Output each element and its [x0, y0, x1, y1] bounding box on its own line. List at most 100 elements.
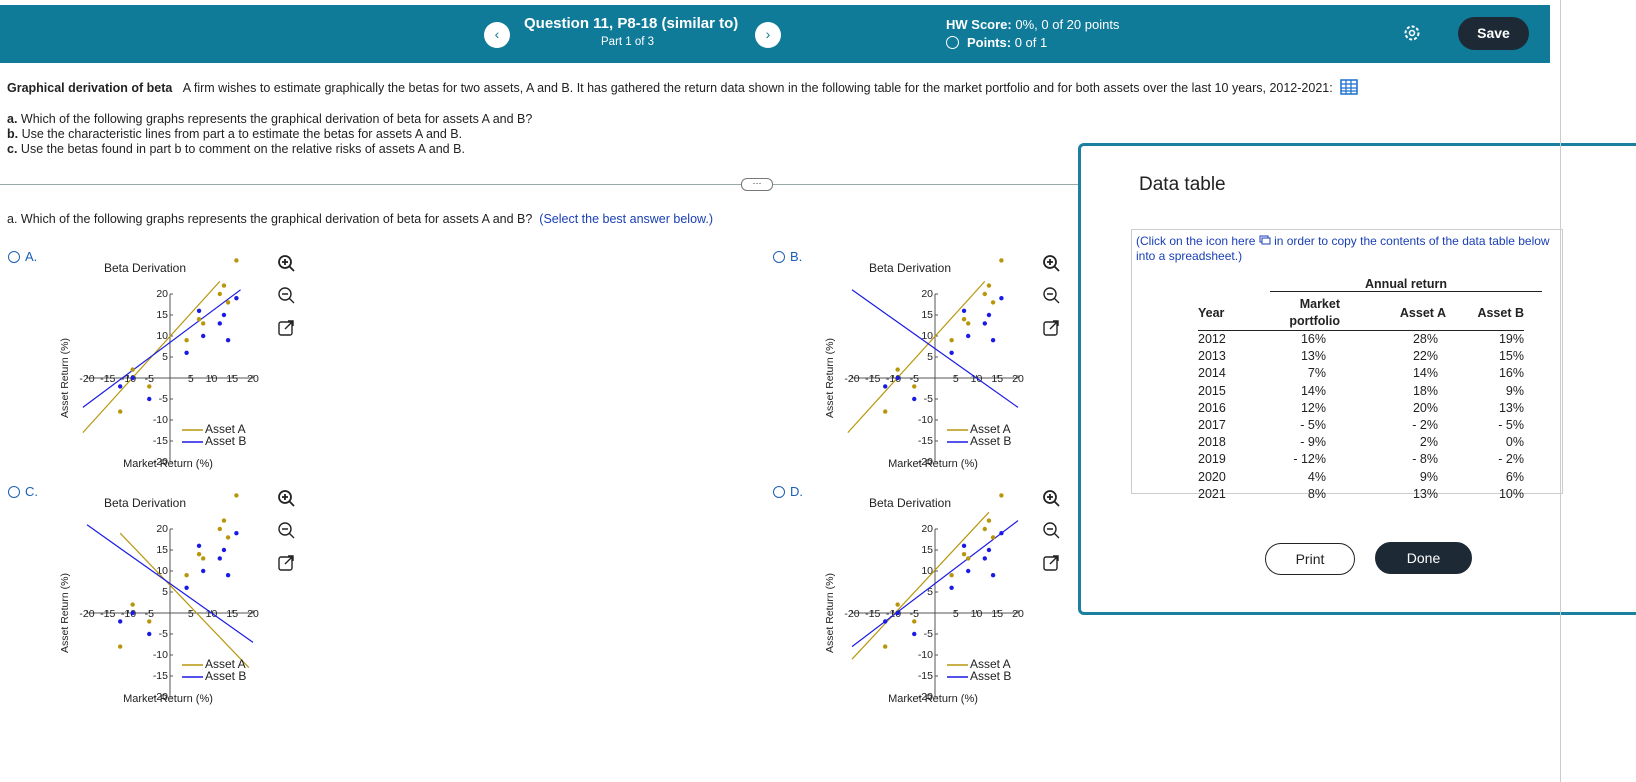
radio[interactable]: [8, 486, 20, 498]
open-window[interactable]: [276, 553, 296, 573]
data-point: [999, 493, 1004, 498]
open-window[interactable]: [1041, 318, 1061, 338]
note-end: in order to copy the contents of the dat…: [1274, 234, 1550, 248]
open-window[interactable]: [276, 318, 296, 338]
characteristic-line: [851, 289, 1019, 408]
points-label: Points:: [967, 35, 1012, 50]
data-point: [895, 602, 900, 607]
next-button[interactable]: ›: [755, 22, 781, 48]
zoom-out[interactable]: [1041, 521, 1061, 541]
question: c. Use the betas found in part b to comm…: [7, 142, 532, 157]
y-tick-label: 10: [156, 330, 168, 342]
option-label[interactable]: D.: [773, 484, 803, 499]
data-point: [234, 258, 239, 263]
x-tick-label: 20: [247, 608, 259, 620]
column-header: Asset A: [1340, 296, 1446, 331]
settings-icon[interactable]: [1402, 23, 1422, 43]
data-point: [883, 409, 888, 414]
zoom-in[interactable]: [1041, 254, 1061, 274]
table-cell: 2016: [1198, 400, 1226, 415]
x-tick-label: -5: [910, 373, 919, 385]
y-tick-label: 20: [921, 523, 933, 535]
data-point: [990, 300, 996, 305]
x-tick-label: 5: [188, 373, 194, 385]
data-point: [221, 283, 227, 288]
data-point: [118, 619, 123, 624]
table-cell: 12%: [1300, 400, 1326, 415]
print-button[interactable]: Print: [1265, 543, 1355, 575]
prev-button[interactable]: ‹: [484, 22, 510, 48]
zoom-in[interactable]: [276, 489, 296, 509]
radio[interactable]: [773, 486, 785, 498]
answer-option: C. Beta Derivation Asset Return (%) Market …: [0, 480, 330, 710]
table-cell: 2020: [1198, 469, 1226, 484]
option-label[interactable]: A.: [8, 249, 37, 264]
legend-label: Asset B: [205, 434, 246, 448]
x-tick-label: -15: [100, 373, 115, 385]
question-text: Use the betas found in part b to comment…: [20, 142, 465, 156]
data-point: [990, 535, 996, 540]
table-cell: - 9%: [1300, 435, 1326, 450]
y-tick-label: -15: [153, 435, 168, 447]
table-cell: 0%: [1505, 435, 1524, 450]
data-point: [986, 283, 992, 288]
table-cell: 13%: [1412, 486, 1438, 501]
open-window[interactable]: [1041, 553, 1061, 573]
y-tick-label: -20: [153, 456, 168, 468]
done-button[interactable]: Done: [1375, 542, 1472, 574]
y-tick-label: 5: [162, 351, 168, 363]
option-label[interactable]: B.: [773, 249, 802, 264]
table-cell: 9%: [1505, 383, 1524, 398]
data-table-panel: Data table (Click on the icon here in or…: [1078, 143, 1636, 615]
expand-handle[interactable]: ···: [741, 178, 773, 191]
zoom-in[interactable]: [1041, 489, 1061, 509]
data-point: [221, 312, 227, 318]
radio[interactable]: [8, 251, 20, 263]
save-button[interactable]: Save: [1458, 17, 1529, 50]
question-text: Which of the following graphs represents…: [20, 112, 533, 126]
y-tick-label: -10: [153, 649, 168, 661]
zoom-out[interactable]: [1041, 286, 1061, 306]
table-icon[interactable]: [1340, 79, 1358, 95]
data-point: [217, 556, 222, 561]
y-tick-label: -10: [918, 414, 933, 426]
table-cell: - 8%: [1412, 452, 1438, 467]
table-row: 2020 4% 9% 6%: [1198, 469, 1524, 486]
table-row: 2018 - 9% 2% 0%: [1198, 434, 1524, 451]
x-tick-label: 10: [206, 373, 218, 385]
data-point: [961, 552, 967, 557]
zoom-in[interactable]: [276, 254, 296, 274]
data-point: [130, 367, 135, 372]
y-tick-label: 20: [156, 523, 168, 535]
zoom-out[interactable]: [276, 521, 296, 541]
table-cell: 22%: [1412, 349, 1438, 364]
x-tick-label: 5: [953, 608, 959, 620]
header-bar: ‹ Question 11, P8-18 (similar to) Part 1…: [0, 5, 1550, 63]
y-tick-label: 15: [156, 544, 168, 556]
chart-title: Beta Derivation: [869, 261, 951, 275]
data-point: [147, 619, 152, 624]
data-point: [201, 556, 206, 561]
data-point: [883, 619, 888, 624]
chart: Beta Derivation Asset Return (%) Market Re…: [59, 258, 259, 470]
legend-label: Asset A: [970, 422, 1011, 436]
table-cell: 18%: [1412, 383, 1438, 398]
table-row: 2021 8% 13% 10%: [1198, 486, 1524, 503]
points-icon: [946, 36, 959, 49]
x-tick-label: 15: [991, 608, 1003, 620]
data-point: [184, 573, 189, 578]
radio[interactable]: [773, 251, 785, 263]
prompt-text: Which of the following graphs represents…: [20, 212, 533, 226]
table-cell: 14%: [1300, 383, 1326, 398]
x-axis-label: Market Return (%): [123, 693, 213, 705]
chart: Beta Derivation Asset Return (%) Market Re…: [59, 493, 259, 705]
copy-icon[interactable]: [1259, 235, 1271, 245]
data-point: [986, 312, 992, 318]
data-point: [196, 317, 202, 322]
option-label[interactable]: C.: [8, 484, 38, 499]
note-end2: into a spreadsheet.): [1136, 249, 1243, 263]
prompt: a. Which of the following graphs represe…: [7, 212, 713, 226]
data-point: [201, 333, 206, 339]
x-tick-label: -20: [844, 608, 859, 620]
zoom-out[interactable]: [276, 286, 296, 306]
